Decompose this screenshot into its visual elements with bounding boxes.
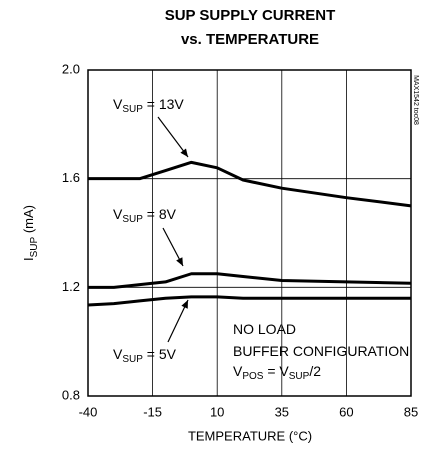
annotation: BUFFER CONFIGURATION bbox=[233, 343, 409, 359]
annotation-part: SUP bbox=[122, 214, 143, 225]
annotation-part: SUP bbox=[289, 371, 310, 382]
annotation: VPOS = VSUP/2 bbox=[233, 363, 321, 382]
annotation-part: = 13V bbox=[143, 96, 185, 112]
y-axis-label-part: SUP bbox=[29, 236, 40, 257]
y-tick-label: 0.8 bbox=[62, 387, 80, 402]
series-line bbox=[88, 272, 412, 289]
y-axis-label-part: (mA) bbox=[21, 205, 36, 237]
y-axis-label-part: I bbox=[21, 257, 36, 261]
x-tick-label: -40 bbox=[79, 404, 98, 419]
x-tick-label: 35 bbox=[275, 404, 289, 419]
annotation-part: BUFFER CONFIGURATION bbox=[233, 343, 409, 359]
annotation: NO LOAD bbox=[233, 321, 296, 337]
x-tick-label: 85 bbox=[404, 404, 418, 419]
annotation-part: V bbox=[113, 206, 123, 222]
x-tick-label: 10 bbox=[210, 404, 224, 419]
arrow-head bbox=[176, 257, 183, 266]
annotation-part: V bbox=[233, 363, 243, 379]
arrow-line bbox=[157, 116, 189, 158]
annotation-part: /2 bbox=[309, 363, 321, 379]
arrow-head bbox=[181, 300, 188, 309]
x-tick-label: 60 bbox=[339, 404, 353, 419]
annotation-part: = 8V bbox=[143, 206, 177, 222]
annotation-part: V bbox=[113, 96, 123, 112]
annotation-part: POS bbox=[242, 371, 263, 382]
annotation-part: = V bbox=[263, 363, 289, 379]
y-tick-label: 1.6 bbox=[62, 170, 80, 185]
annotation: VSUP = 8V bbox=[113, 206, 177, 225]
annotation-part: = 5V bbox=[143, 346, 177, 362]
series-line bbox=[88, 160, 412, 208]
y-tick-label: 2.0 bbox=[62, 61, 80, 76]
x-tick-label: -15 bbox=[143, 404, 162, 419]
annotation: VSUP = 5V bbox=[113, 346, 177, 365]
chart-title: SUP SUPPLY CURRENT bbox=[165, 7, 336, 24]
y-axis-label: ISUP (mA) bbox=[21, 205, 39, 261]
annotation-part: SUP bbox=[122, 354, 143, 365]
series-line bbox=[87, 295, 411, 307]
arrow-head bbox=[180, 148, 188, 157]
x-axis-label: TEMPERATURE (°C) bbox=[188, 428, 312, 443]
annotation-part: V bbox=[113, 346, 123, 362]
chart-title: vs. TEMPERATURE bbox=[181, 31, 319, 48]
y-tick-label: 1.2 bbox=[62, 279, 80, 294]
code: MAX1542 toc08 bbox=[412, 75, 419, 125]
annotation-part: SUP bbox=[122, 104, 143, 115]
annotation: VSUP = 13V bbox=[113, 96, 184, 115]
annotation-part: NO LOAD bbox=[233, 321, 296, 337]
